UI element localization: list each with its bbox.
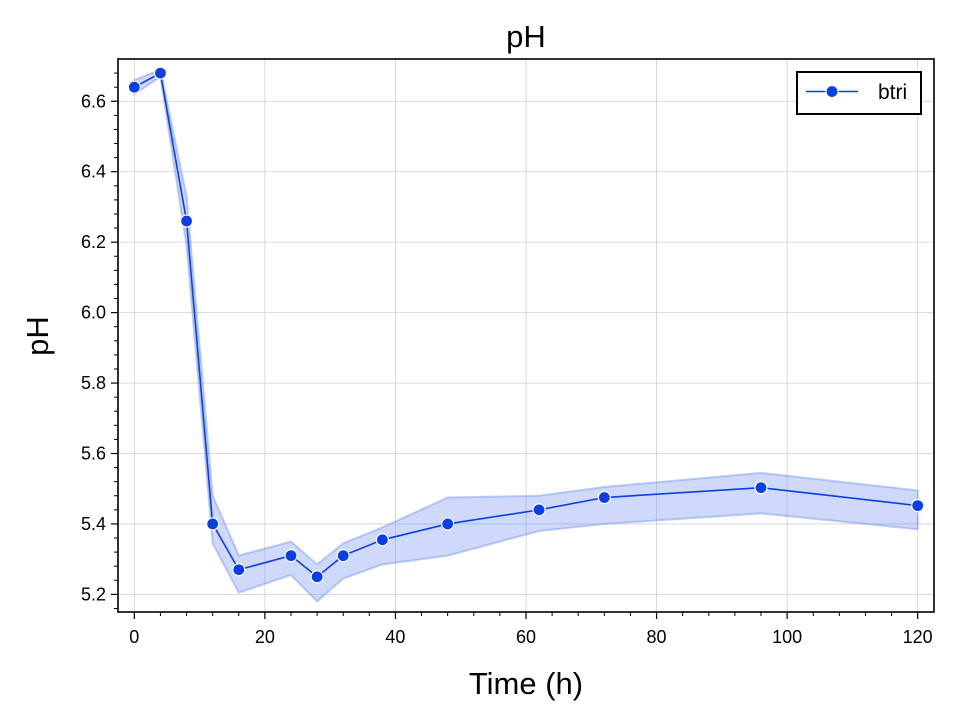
data-points (127, 66, 925, 584)
legend-label-btri: btri (878, 81, 907, 104)
y-tick-label: 5.8 (81, 373, 106, 393)
data-point (532, 503, 546, 517)
data-point (206, 517, 220, 531)
data-point (127, 80, 141, 94)
legend: btri (796, 71, 922, 115)
axis-ticks: 0 20 40 60 80 100 120 5.2 5.4 5.6 5.8 6.0 6.2 6.4 6.6 (81, 72, 933, 647)
data-point (754, 481, 768, 495)
y-tick-label: 6.0 (81, 303, 106, 323)
x-axis-label: Time (h) (469, 666, 583, 701)
y-axis-label: pH (20, 316, 55, 356)
legend-marker (825, 84, 839, 99)
x-tick-label: 60 (516, 627, 536, 647)
data-point (911, 499, 925, 513)
confidence-band (133, 68, 919, 603)
legend-box (796, 71, 922, 115)
data-point (310, 570, 324, 584)
y-tick-label: 6.4 (81, 162, 106, 182)
data-point (441, 517, 455, 531)
x-tick-label: 40 (385, 627, 405, 647)
data-point (375, 533, 389, 547)
x-tick-label: 100 (772, 627, 802, 647)
y-tick-label: 5.6 (81, 443, 106, 463)
chart-title: pH (506, 19, 546, 54)
y-tick-label: 6.2 (81, 232, 106, 252)
grid (118, 59, 934, 612)
x-tick-label: 80 (647, 627, 667, 647)
series-line-btri (133, 71, 918, 578)
data-point (179, 214, 194, 228)
data-point (597, 490, 611, 505)
data-point (153, 66, 168, 80)
y-tick-label: 5.4 (81, 514, 106, 534)
data-point (284, 549, 298, 563)
data-point (232, 563, 246, 577)
y-tick-label: 5.2 (81, 584, 106, 604)
x-tick-label: 20 (255, 627, 275, 647)
x-tick-label: 120 (903, 627, 933, 647)
data-point (336, 549, 350, 563)
y-tick-label: 6.6 (81, 91, 106, 111)
x-tick-label: 0 (129, 627, 139, 647)
